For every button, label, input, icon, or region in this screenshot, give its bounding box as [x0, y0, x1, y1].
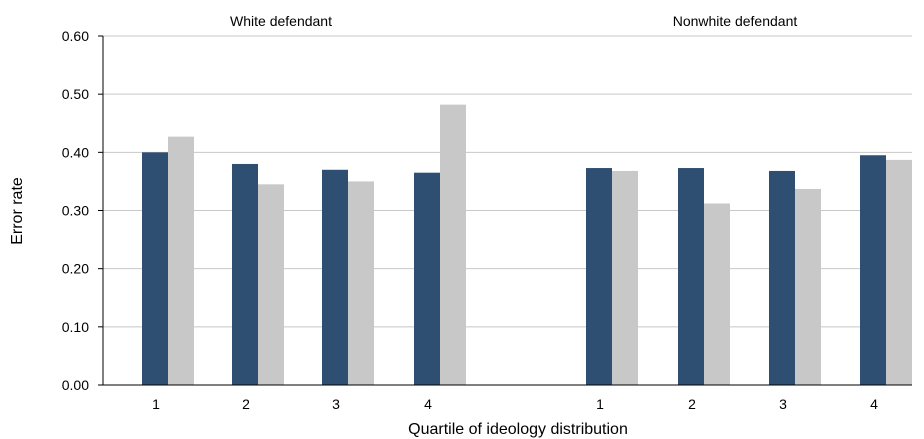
- y-axis: 0.00 0.10 0.20 0.30 0.40 0.50 0.60: [62, 28, 103, 393]
- y-tick-label: 0.00: [62, 377, 89, 393]
- y-tick-label: 0.40: [62, 144, 89, 160]
- x-tick-label: 3: [332, 396, 340, 412]
- bar: [322, 170, 348, 385]
- bar: [348, 181, 374, 385]
- bar: [440, 105, 466, 385]
- y-tick-label: 0.20: [62, 261, 89, 277]
- bar: [258, 184, 284, 385]
- panel-title-nonwhite: Nonwhite defendant: [673, 13, 798, 29]
- y-tick-label: 0.60: [62, 28, 89, 44]
- panel-title-white: White defendant: [230, 13, 332, 29]
- x-tick-label: 1: [152, 396, 160, 412]
- bar: [168, 137, 194, 385]
- bar: [704, 204, 730, 385]
- x-tick-label: 2: [688, 396, 696, 412]
- bar: [795, 189, 821, 385]
- y-tick-label: 0.10: [62, 319, 89, 335]
- y-tick-label: 0.50: [62, 86, 89, 102]
- bar: [769, 171, 795, 385]
- x-tick-label: 4: [870, 396, 878, 412]
- bars-group: [142, 105, 912, 385]
- x-tick-label: 4: [424, 396, 432, 412]
- x-axis-title: Quartile of ideology distribution: [408, 421, 628, 438]
- x-axis: 1 2 3 4 1 2 3 4: [103, 385, 912, 412]
- y-axis-title: Error rate: [9, 177, 26, 245]
- bar: [678, 168, 704, 385]
- bar: [142, 152, 168, 385]
- x-tick-label: 3: [779, 396, 787, 412]
- bar: [886, 160, 912, 385]
- x-tick-label: 1: [596, 396, 604, 412]
- y-tick-label: 0.30: [62, 203, 89, 219]
- bar: [860, 155, 886, 385]
- x-tick-label: 2: [242, 396, 250, 412]
- bar: [414, 173, 440, 385]
- bar: [232, 164, 258, 385]
- bar: [612, 171, 638, 385]
- bar: [586, 168, 612, 385]
